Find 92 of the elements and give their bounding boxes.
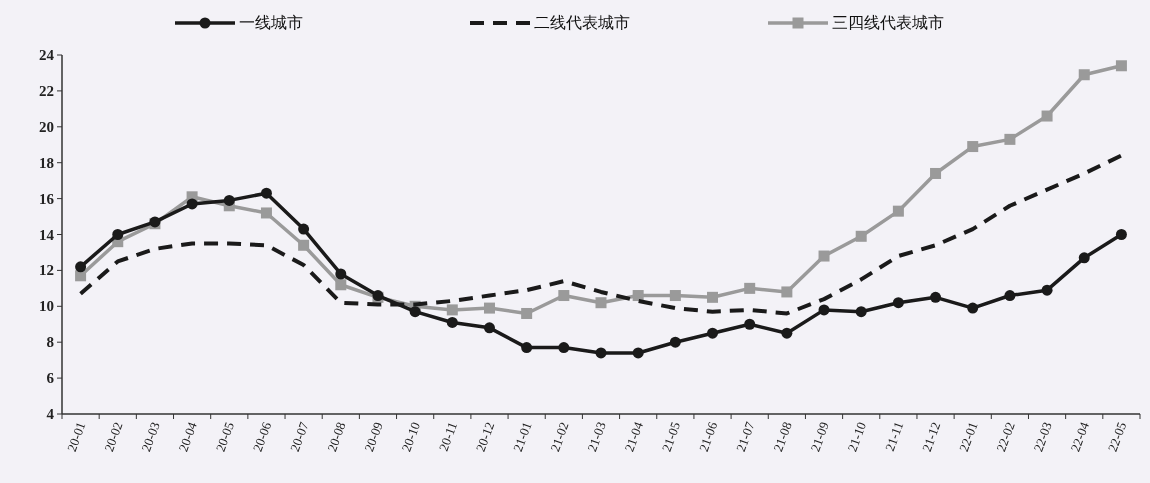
point xyxy=(818,250,830,262)
y-tick-label: 20 xyxy=(39,118,54,135)
x-tick-label: 20-02 xyxy=(101,419,126,454)
x-tick-label: 21-12 xyxy=(918,419,944,454)
x-tick-label: 20-05 xyxy=(212,419,238,454)
point xyxy=(707,291,719,303)
x-tick-label: 20-03 xyxy=(138,419,163,454)
point xyxy=(112,229,124,240)
point xyxy=(855,230,867,242)
point xyxy=(781,286,793,298)
point xyxy=(409,306,421,318)
point xyxy=(1115,60,1127,72)
point xyxy=(930,291,942,303)
point xyxy=(1115,229,1127,240)
point xyxy=(446,304,458,316)
point xyxy=(446,316,458,328)
point xyxy=(1041,284,1053,296)
point xyxy=(260,187,272,199)
point xyxy=(855,306,867,318)
point xyxy=(75,261,87,273)
point xyxy=(744,282,756,294)
point xyxy=(669,336,681,348)
legend-label: 二线代表城市 xyxy=(534,14,630,31)
legend-label: 三四线代表城市 xyxy=(832,14,944,31)
y-tick-label: 10 xyxy=(39,298,54,315)
point xyxy=(930,167,942,179)
y-tick-label: 6 xyxy=(46,370,55,387)
x-tick-label: 20-04 xyxy=(175,419,201,454)
point xyxy=(1078,252,1090,264)
point xyxy=(558,290,570,302)
point xyxy=(595,347,607,359)
y-tick-label: 8 xyxy=(46,334,54,351)
y-tick-label: 16 xyxy=(39,190,55,207)
point xyxy=(558,342,570,354)
point xyxy=(521,342,533,354)
point xyxy=(1004,290,1016,302)
point xyxy=(223,194,235,206)
x-tick-label: 22-03 xyxy=(1030,419,1055,454)
x-tick-label: 21-01 xyxy=(510,419,535,454)
point xyxy=(298,223,310,235)
point xyxy=(483,302,495,314)
x-tick-label: 21-02 xyxy=(547,419,572,454)
x-tick-label: 22-02 xyxy=(993,419,1018,454)
point xyxy=(298,239,310,251)
x-tick-label: 20-10 xyxy=(398,419,423,454)
x-tick-label: 21-03 xyxy=(584,419,609,454)
x-tick-label: 20-01 xyxy=(63,419,89,454)
x-tick-label: 22-05 xyxy=(1104,419,1130,454)
point xyxy=(818,304,830,316)
legend-label: 一线城市 xyxy=(239,14,303,31)
x-tick-label: 21-04 xyxy=(621,419,647,454)
x-tick-label: 21-11 xyxy=(881,419,907,454)
y-tick-label: 22 xyxy=(39,82,54,99)
x-tick-label: 20-11 xyxy=(435,419,461,454)
point xyxy=(595,297,607,309)
point xyxy=(744,318,756,330)
point xyxy=(669,290,681,302)
y-tick-label: 24 xyxy=(39,47,55,63)
point xyxy=(1004,133,1016,145)
point xyxy=(1041,110,1053,122)
x-tick-label: 20-06 xyxy=(249,419,275,454)
x-tick-label: 21-06 xyxy=(695,419,721,454)
x-tick-label: 22-01 xyxy=(956,419,981,454)
point xyxy=(892,297,904,309)
x-tick-label: 21-10 xyxy=(844,419,870,454)
x-tick-label: 20-07 xyxy=(286,419,312,454)
point xyxy=(521,307,533,319)
point xyxy=(892,205,904,217)
x-tick-label: 20-08 xyxy=(324,419,349,454)
x-tick-label: 21-05 xyxy=(658,419,684,454)
point xyxy=(967,302,979,314)
x-tick-label: 20-12 xyxy=(472,419,498,454)
x-tick-label: 21-09 xyxy=(807,419,832,454)
x-tick-label: 22-04 xyxy=(1067,419,1093,454)
point xyxy=(260,207,272,219)
point xyxy=(632,290,644,302)
y-tick-label: 18 xyxy=(39,154,54,171)
point xyxy=(335,268,347,280)
point xyxy=(335,279,347,291)
point xyxy=(707,327,719,339)
point xyxy=(632,347,644,359)
y-tick-label: 12 xyxy=(39,262,54,279)
point xyxy=(1078,69,1090,81)
x-tick-label: 21-07 xyxy=(733,419,758,454)
x-tick-label: 20-09 xyxy=(361,419,386,454)
point xyxy=(483,322,495,334)
point xyxy=(186,198,198,210)
point xyxy=(781,327,793,339)
y-tick-label: 14 xyxy=(39,226,55,243)
x-tick-label: 21-08 xyxy=(770,419,795,454)
point xyxy=(967,141,979,153)
y-tick-label: 4 xyxy=(46,406,55,422)
